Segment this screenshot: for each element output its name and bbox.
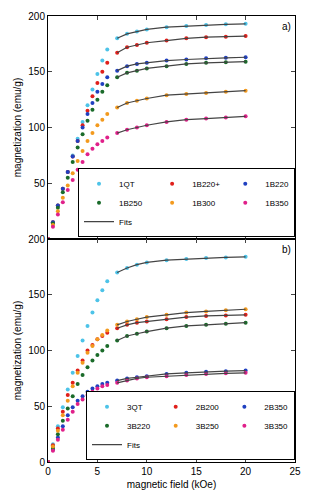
svg-text:50: 50 — [34, 401, 46, 412]
svg-text:3QT: 3QT — [127, 403, 143, 412]
svg-text:1B220+: 1B220+ — [192, 180, 220, 189]
svg-text:50: 50 — [34, 178, 46, 189]
svg-text:15: 15 — [191, 466, 203, 477]
svg-text:Fits: Fits — [119, 218, 132, 227]
svg-text:1QT: 1QT — [119, 180, 135, 189]
svg-text:0: 0 — [45, 466, 51, 477]
svg-text:5: 5 — [95, 466, 101, 477]
svg-text:200: 200 — [28, 234, 45, 245]
svg-text:magnetic field (kOe): magnetic field (kOe) — [127, 479, 216, 490]
svg-text:200: 200 — [28, 11, 45, 22]
svg-text:magnetization (emu/g): magnetization (emu/g) — [12, 301, 23, 401]
svg-text:150: 150 — [28, 66, 45, 77]
svg-text:2B350: 2B350 — [264, 403, 288, 412]
svg-text:magnetization (emu/g): magnetization (emu/g) — [12, 78, 23, 178]
svg-text:3B350: 3B350 — [264, 422, 288, 431]
svg-text:1B300: 1B300 — [192, 199, 216, 208]
svg-text:1B220: 1B220 — [265, 180, 289, 189]
svg-text:150: 150 — [28, 289, 45, 300]
svg-text:Fits: Fits — [127, 441, 140, 450]
svg-text:25: 25 — [289, 466, 301, 477]
svg-text:b): b) — [282, 244, 291, 255]
svg-text:3B220: 3B220 — [127, 422, 151, 431]
svg-text:1B250: 1B250 — [119, 199, 143, 208]
svg-text:2B200: 2B200 — [196, 403, 220, 412]
svg-text:a): a) — [282, 21, 291, 32]
svg-text:100: 100 — [28, 122, 45, 133]
svg-text:10: 10 — [141, 466, 153, 477]
svg-text:1B350: 1B350 — [265, 199, 289, 208]
svg-text:20: 20 — [240, 466, 252, 477]
svg-text:3B250: 3B250 — [196, 422, 220, 431]
svg-text:0: 0 — [39, 457, 45, 468]
svg-text:100: 100 — [28, 345, 45, 356]
